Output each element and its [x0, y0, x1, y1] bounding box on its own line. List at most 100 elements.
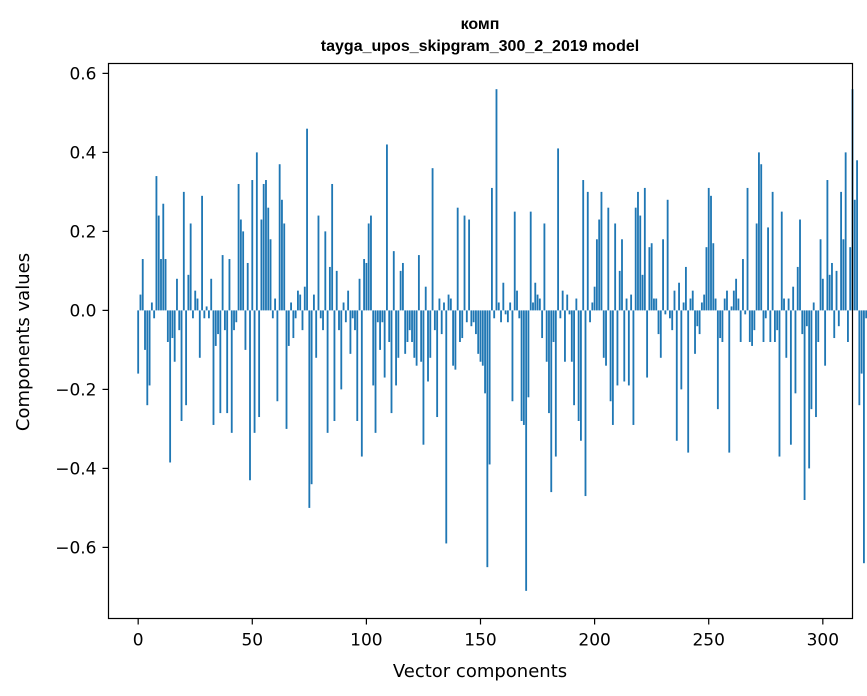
- bar: [176, 278, 178, 311]
- bar: [536, 294, 539, 311]
- bar: [691, 290, 694, 311]
- bar: [217, 310, 219, 335]
- bar: [312, 294, 315, 311]
- bar: [376, 310, 379, 323]
- bar: [502, 282, 505, 311]
- bar: [518, 310, 521, 319]
- bar: [664, 310, 667, 315]
- bar: [527, 310, 530, 398]
- bar: [548, 310, 550, 414]
- bar: [639, 215, 642, 311]
- bar: [214, 310, 217, 346]
- bar: [559, 310, 562, 319]
- bar: [141, 259, 144, 311]
- bar: [388, 310, 391, 342]
- bar: [475, 310, 477, 335]
- bar: [153, 310, 156, 319]
- bar: [805, 310, 808, 327]
- bar: [322, 310, 324, 331]
- x-tick-label: 300: [807, 631, 839, 651]
- bar: [495, 89, 498, 311]
- bar: [297, 290, 299, 311]
- bar: [810, 310, 813, 410]
- bar: [764, 310, 767, 319]
- bar: [532, 302, 534, 311]
- bar: [422, 310, 425, 445]
- bar: [728, 310, 731, 453]
- bar: [326, 310, 329, 433]
- bar: [506, 310, 509, 323]
- bar: [258, 310, 261, 418]
- bar: [817, 310, 820, 342]
- bar: [454, 310, 457, 370]
- bar: [794, 310, 797, 394]
- bar: [301, 310, 304, 331]
- bar: [493, 310, 496, 319]
- bar: [306, 128, 308, 311]
- bar: [673, 290, 676, 311]
- bar: [276, 310, 279, 402]
- bar: [192, 310, 194, 319]
- bar: [593, 286, 596, 311]
- bar: [819, 239, 822, 311]
- bar: [858, 310, 861, 406]
- bar: [239, 219, 242, 311]
- bar: [833, 310, 836, 339]
- bar: [481, 310, 484, 366]
- bar: [208, 310, 210, 319]
- bar: [431, 168, 434, 311]
- bar: [821, 278, 824, 311]
- bar: [251, 180, 254, 311]
- bar: [600, 191, 603, 311]
- bar: [568, 310, 571, 315]
- bar: [338, 310, 340, 331]
- bar: [137, 310, 140, 374]
- bar: [584, 310, 587, 497]
- bar: [164, 259, 167, 311]
- bar: [595, 239, 598, 311]
- bar: [420, 310, 423, 362]
- y-tick-label: 0.4: [69, 143, 96, 163]
- bar: [516, 290, 518, 311]
- bar: [616, 310, 619, 386]
- bar: [415, 310, 418, 366]
- bar: [509, 302, 512, 311]
- bar: [342, 302, 345, 311]
- bar: [778, 310, 781, 457]
- bar: [541, 310, 544, 339]
- bar: [449, 298, 452, 311]
- bar: [780, 211, 783, 311]
- bar: [244, 310, 247, 350]
- bar: [198, 310, 201, 358]
- bar: [429, 310, 432, 358]
- bar: [370, 215, 372, 311]
- bar: [575, 298, 578, 311]
- bar: [856, 160, 858, 311]
- bar: [417, 255, 420, 311]
- bar: [655, 298, 658, 311]
- bar: [719, 310, 722, 339]
- chart-subtitle: tayga_upos_skipgram_300_2_2019 model: [321, 38, 639, 55]
- bar: [808, 310, 811, 469]
- bar: [853, 199, 856, 311]
- bar: [863, 310, 865, 564]
- bar: [591, 302, 594, 311]
- bar: [669, 310, 671, 319]
- bar: [696, 310, 699, 327]
- bar: [281, 199, 283, 311]
- bar: [233, 310, 235, 331]
- bar: [648, 247, 651, 311]
- bar: [835, 270, 838, 311]
- bar: [687, 310, 690, 453]
- bar: [253, 310, 256, 433]
- bar: [602, 310, 605, 358]
- bar: [577, 310, 580, 421]
- x-tick-label: 200: [578, 631, 610, 651]
- bar: [739, 310, 742, 342]
- bar: [785, 310, 788, 358]
- bar: [721, 310, 724, 342]
- bar: [411, 310, 413, 342]
- bar: [723, 298, 726, 311]
- bar: [488, 310, 491, 465]
- bar: [609, 310, 612, 402]
